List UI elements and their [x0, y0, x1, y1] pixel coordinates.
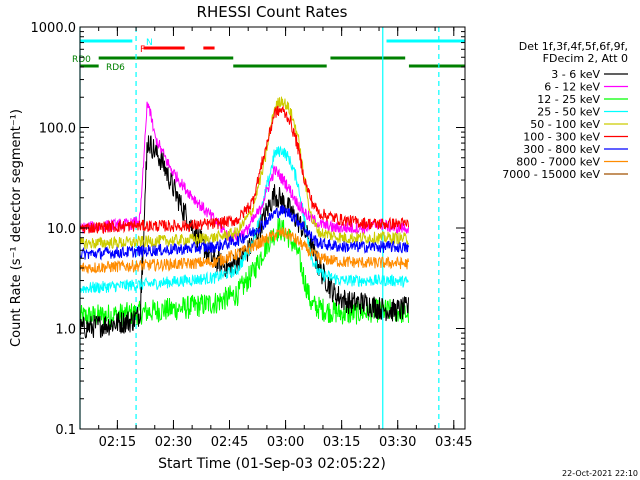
y-tick-label: 0.1 [55, 423, 76, 438]
y-tick-label: 1.0 [55, 323, 76, 338]
x-tick-label: 02:45 [211, 435, 248, 450]
legend-entry-label: 25 - 50 keV [537, 106, 600, 119]
axis-ticks: 02:15 02:30 02:45 03:00 03:15 03:30 03:45 0.1 1.… [31, 21, 473, 450]
legend-entry-label: 7000 - 15000 keV [502, 168, 600, 181]
legend-entry-label: 800 - 7000 keV [516, 156, 600, 169]
legend-entry-label: 50 - 100 keV [530, 118, 600, 131]
legend-entry-label: 300 - 800 keV [523, 143, 600, 156]
legend-entry-label: 12 - 25 keV [537, 93, 600, 106]
y-tick-label: 1000.0 [31, 21, 77, 36]
x-tick-label: 03:00 [267, 435, 304, 450]
flag-bars: NF RD0 RD6 [72, 38, 465, 73]
flag-rd0-label: RD0 [72, 55, 91, 65]
legend-entry-label: 3 - 6 keV [551, 68, 600, 81]
flag-f-label: F [140, 45, 145, 55]
x-tick-label: 03:30 [379, 435, 416, 450]
legend-header-line-2: FDecim 2, Att 0 [543, 52, 628, 65]
x-tick-label: 02:30 [155, 435, 192, 450]
x-tick-label: 03:45 [435, 435, 472, 450]
series-line-100-300-keV [79, 105, 409, 234]
x-axis-label: Start Time (01-Sep-03 02:05:22) [158, 456, 386, 472]
series-line-12-25-keV [79, 217, 409, 328]
series-line-50-100-keV [79, 96, 409, 250]
legend-header-line-1: Det 1f,3f,4f,5f,6f,9f, [519, 40, 628, 53]
flag-rd6-label: RD6 [106, 63, 125, 73]
flag-n-label: N [146, 38, 153, 48]
y-tick-label: 10.0 [47, 222, 76, 237]
x-tick-label: 03:15 [323, 435, 360, 450]
render-timestamp: 22-Oct-2021 22:10 [562, 469, 638, 478]
legend-entry-label: 6 - 12 keV [544, 81, 600, 94]
chart-title: RHESSI Count Rates [197, 3, 348, 21]
series-line-300-800-keV [79, 204, 409, 261]
series-line-800-7000-keV [79, 227, 409, 274]
legend-entry-label: 100 - 300 keV [523, 131, 600, 144]
y-axis-label: Count Rate (s⁻¹ detector segment⁻¹) [9, 109, 24, 347]
y-tick-label: 100.0 [39, 122, 76, 137]
series-line-25-50-keV [79, 145, 409, 294]
x-tick-label: 02:15 [99, 435, 136, 450]
series-lines [79, 96, 409, 339]
